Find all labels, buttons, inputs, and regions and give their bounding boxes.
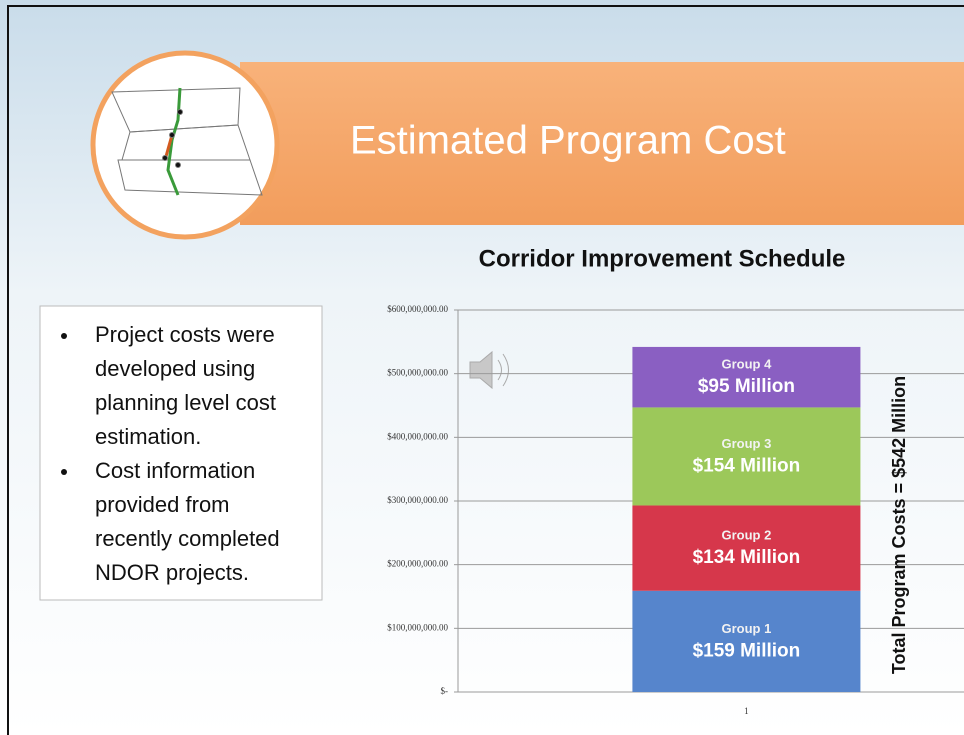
legend-label: Group 1 [721, 621, 771, 636]
bar-segment [632, 407, 861, 506]
y-tick-label: $200,000,000.00 [387, 559, 448, 569]
y-tick-label: $400,000,000.00 [387, 431, 448, 441]
title-band [240, 62, 964, 225]
value-label: $95 Million [698, 376, 795, 397]
map-icon [111, 87, 263, 196]
bar-segment [632, 590, 861, 692]
frame [7, 5, 964, 735]
x-tick-label: 1 [744, 706, 749, 716]
bullet-text: NDOR projects. [95, 560, 249, 585]
bullet-dot [61, 469, 67, 475]
value-label: $154 Million [693, 455, 801, 476]
bullet-dot [61, 333, 67, 339]
bullet-text: provided from [95, 492, 230, 517]
bullet-text: recently completed [95, 526, 280, 551]
text-box [39, 305, 323, 601]
bar-segment [632, 505, 861, 591]
y-tick-label: $600,000,000.00 [387, 304, 448, 314]
slide-title: Estimated Program Cost [350, 119, 786, 163]
y-tick-label: $300,000,000.00 [387, 495, 448, 505]
value-label: $134 Million [693, 547, 801, 568]
logo-circle [90, 50, 280, 240]
annotation: Total Program Costs = $542 Million [889, 376, 909, 674]
legend-label: Group 4 [721, 357, 772, 372]
bullet-text: Cost information [95, 458, 255, 483]
legend-label: Group 3 [721, 436, 771, 451]
legend-label: Group 2 [721, 528, 771, 543]
bullet-text: developed using [95, 356, 255, 381]
y-tick-label: $100,000,000.00 [387, 622, 448, 632]
y-tick-label: $500,000,000.00 [387, 368, 448, 378]
bullet-text: planning level cost [95, 390, 276, 415]
bullet-text: estimation. [95, 424, 201, 449]
y-tick-label: $- [441, 686, 449, 696]
speaker-icon [469, 350, 509, 390]
chart-title: Corridor Improvement Schedule [479, 245, 846, 272]
bar-segment [632, 346, 861, 408]
bullet-text: Project costs were [95, 322, 275, 347]
value-label: $159 Million [693, 640, 801, 661]
